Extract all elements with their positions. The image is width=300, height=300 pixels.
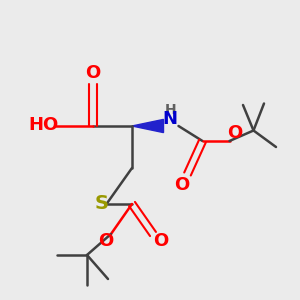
Polygon shape — [132, 119, 164, 133]
Text: HO: HO — [28, 116, 58, 134]
Text: O: O — [227, 124, 242, 142]
Text: O: O — [174, 176, 189, 194]
Text: O: O — [85, 64, 100, 82]
Text: O: O — [98, 232, 113, 250]
Text: S: S — [94, 194, 108, 213]
Text: H: H — [164, 103, 176, 116]
Text: O: O — [153, 232, 168, 250]
Text: N: N — [163, 110, 178, 128]
